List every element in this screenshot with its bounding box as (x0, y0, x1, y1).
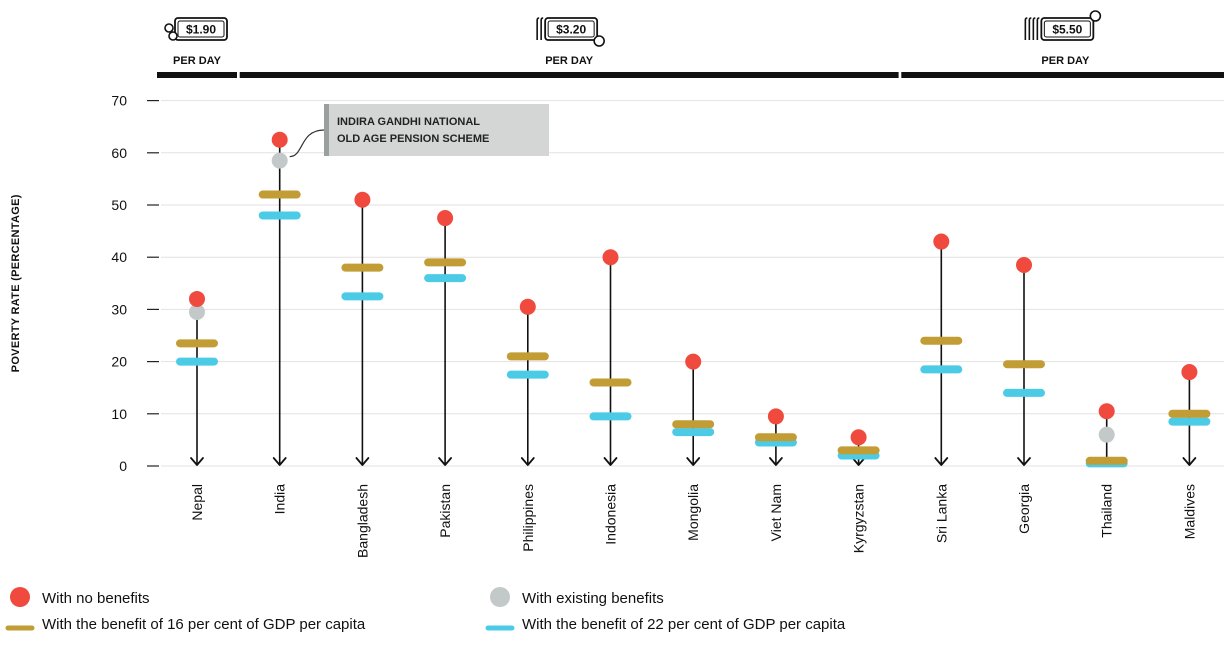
bill-edge (1028, 17, 1032, 40)
category-label-Sri Lanka: Sri Lanka (933, 484, 949, 543)
arrow-Mongolia (686, 457, 701, 466)
category-label-Georgia: Georgia (1016, 484, 1032, 534)
bill-edge (1032, 17, 1036, 40)
bill-outline (544, 17, 599, 41)
band-price-2: $5.50 (1052, 23, 1082, 37)
y-tick-label-50: 50 (111, 197, 127, 213)
band-label-1: PER DAY (545, 55, 594, 67)
arrow-Georgia (1017, 457, 1031, 466)
callout-connector (289, 129, 325, 158)
coin-1-icon: $1.90 (164, 17, 228, 41)
category-label-Maldives: Maldives (1181, 484, 1197, 539)
dot-no-benefits-Philippines (519, 298, 536, 315)
y-axis-title: POVERTY RATE (PERCENTAGE) (10, 194, 22, 372)
y-axis: 0 10 20 30 40 50 60 70 (111, 93, 159, 474)
dot-no-benefits-Bangladesh (354, 191, 371, 208)
bill-edge (1036, 17, 1040, 40)
callout-line-1: OLD AGE PENSION SCHEME (337, 133, 489, 145)
category-labels: Nepal India Bangladesh Pakistan Philippines I… (189, 484, 1197, 558)
legend-swatch-no_benefits (10, 587, 30, 607)
band-price-1: $3.20 (556, 23, 586, 37)
category-label-Pakistan: Pakistan (437, 484, 453, 538)
dot-no-benefits-Viet Nam (767, 408, 784, 425)
data-marks (176, 131, 1211, 468)
bill-inner (547, 20, 595, 38)
dot-no-benefits-Pakistan (437, 210, 454, 227)
bill-inner (1043, 20, 1091, 38)
y-tick-label-60: 60 (111, 145, 127, 161)
y-tick-label-0: 0 (119, 458, 127, 474)
annotation-callout: INDIRA GANDHI NATIONAL OLD AGE PENSION SC… (289, 104, 549, 158)
category-label-Thailand: Thailand (1099, 484, 1115, 538)
coin-2-icon: $3.20 (536, 17, 605, 47)
category-label-Philippines: Philippines (520, 484, 536, 552)
bill-outline (174, 17, 228, 41)
legend-label-benefit_16: With the benefit of 16 per cent of GDP p… (42, 616, 366, 633)
legend-swatch-existing_benefits (490, 587, 510, 607)
arrow-Nepal (190, 457, 204, 466)
coin (593, 35, 605, 47)
category-label-India: India (272, 484, 288, 515)
coin (1089, 10, 1102, 22)
bill-edge (1024, 17, 1028, 40)
coin (168, 31, 178, 41)
coin (164, 23, 174, 33)
legend-label-benefit_22: With the benefit of 22 per cent of GDP p… (522, 616, 846, 633)
arrow-Kyrgyzstan (851, 457, 866, 466)
category-label-Bangladesh: Bangladesh (354, 484, 370, 558)
band-label-0: PER DAY (173, 55, 222, 67)
dot-no-benefits-Nepal (189, 290, 205, 307)
arrow-Philippines (520, 457, 535, 466)
arrow-Sri Lanka (934, 457, 949, 466)
dot-no-benefits-Indonesia (602, 249, 619, 266)
legend-label-existing_benefits: With existing benefits (522, 590, 664, 607)
dot-no-benefits-Georgia (1016, 257, 1032, 274)
arrow-Indonesia (603, 457, 618, 466)
bill-edge (540, 17, 544, 40)
category-label-Mongolia: Mongolia (685, 484, 701, 541)
category-label-Kyrgyzstan: Kyrgyzstan (851, 484, 867, 553)
dot-no-benefits-Sri Lanka (933, 233, 950, 250)
legend-label-no_benefits: With no benefits (42, 590, 150, 607)
dot-no-benefits-Thailand (1098, 403, 1115, 420)
band-label-2: PER DAY (1041, 55, 1090, 67)
callout-line-0: INDIRA GANDHI NATIONAL (337, 116, 480, 128)
y-tick-label-30: 30 (111, 301, 127, 317)
callout-accent (324, 104, 329, 156)
y-tick-label-40: 40 (111, 249, 127, 265)
dot-no-benefits-Maldives (1181, 364, 1198, 381)
bill-inner (177, 20, 225, 38)
y-tick-label-10: 10 (111, 406, 127, 422)
arrow-Bangladesh (355, 457, 370, 466)
legend: With no benefits With existing benefits Wi… (5, 587, 846, 633)
dot-existing-Nepal (189, 304, 205, 321)
price-bands: PER DAY $1.90 PER DAY $3.20 PER DAY $5.50 (157, 10, 1224, 78)
band-price-0: $1.90 (186, 23, 216, 37)
arrow-Viet Nam (769, 457, 783, 466)
category-label-Nepal: Nepal (189, 484, 205, 521)
category-label-Viet Nam: Viet Nam (768, 484, 784, 541)
callout-box (324, 104, 549, 156)
y-tick-label-70: 70 (111, 93, 127, 109)
dot-no-benefits-Mongolia (685, 353, 702, 370)
bill-outline (1040, 17, 1095, 41)
y-tick-label-20: 20 (111, 354, 127, 370)
dot-existing-India (271, 152, 288, 169)
arrow-Pakistan (438, 457, 452, 466)
coin-3-icon: $5.50 (1024, 10, 1102, 41)
arrow-India (272, 457, 287, 466)
dot-no-benefits-Kyrgyzstan (850, 429, 867, 446)
dot-no-benefits-India (271, 131, 288, 148)
arrow-Maldives (1182, 457, 1197, 466)
category-label-Indonesia: Indonesia (603, 484, 619, 545)
dot-existing-Thailand (1098, 426, 1115, 443)
bill-edge (536, 17, 540, 40)
